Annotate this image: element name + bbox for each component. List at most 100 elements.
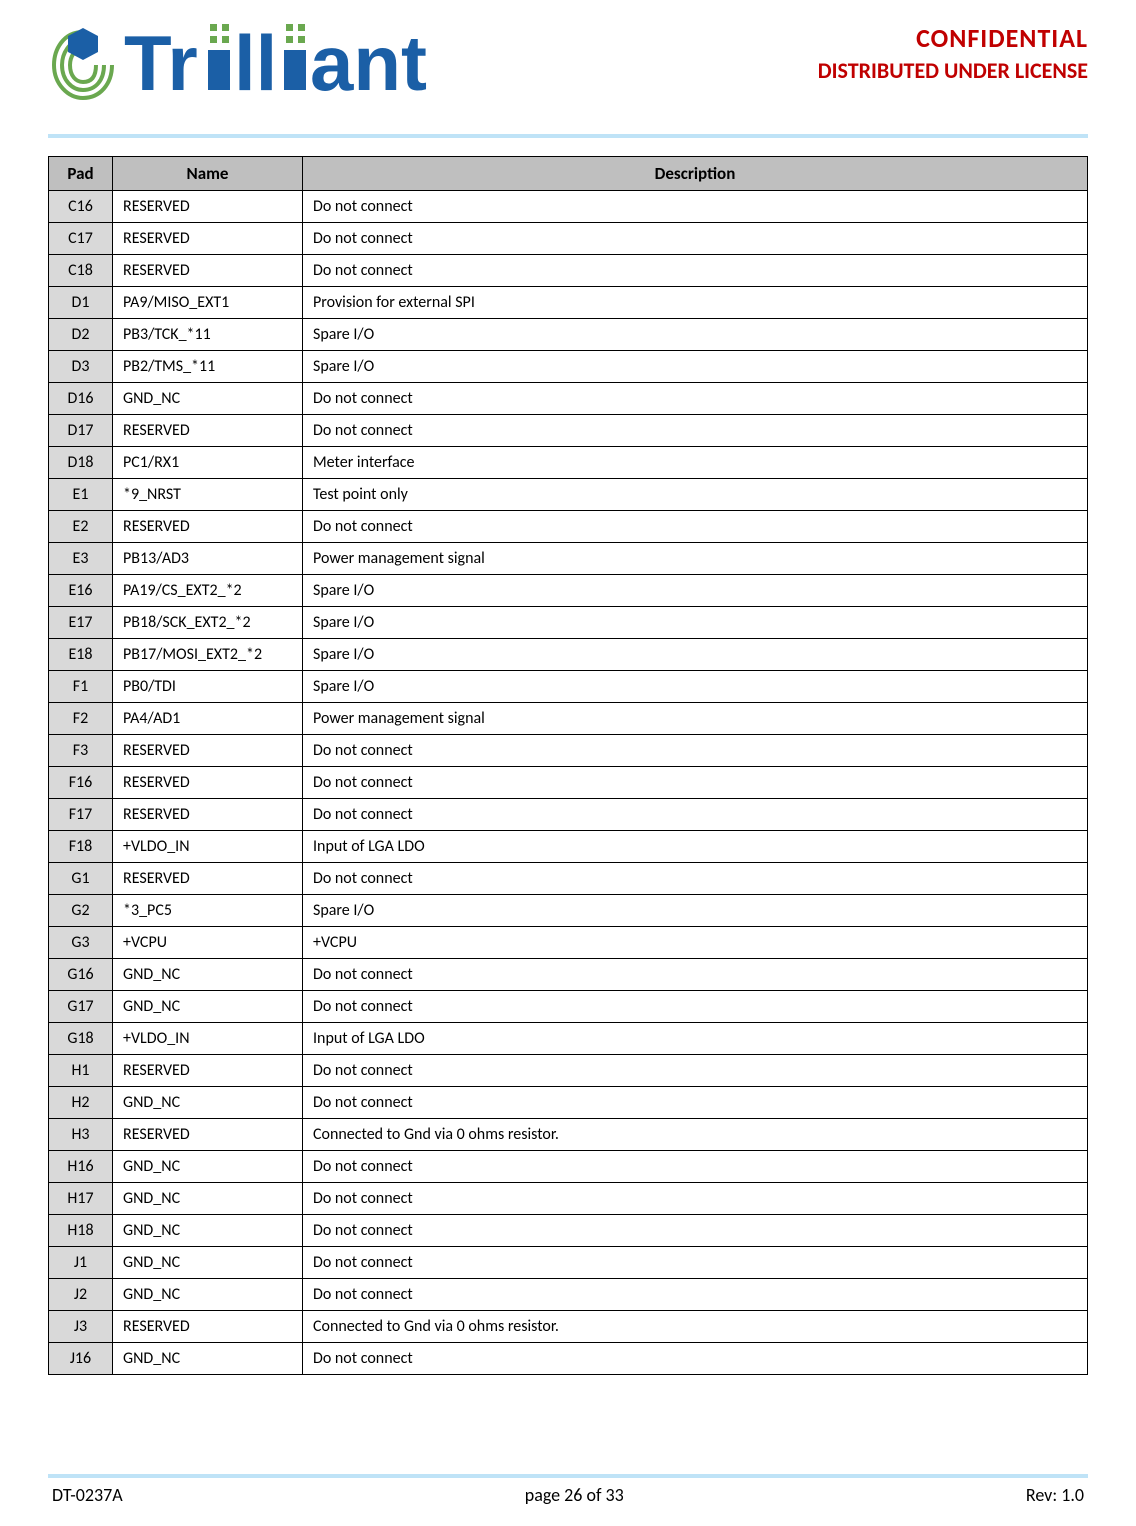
pad-cell: J3: [49, 1311, 113, 1343]
revision: Rev: 1.0: [1026, 1484, 1084, 1506]
page-header: Tr ll ant CONFIDENTIAL DISTRIBUTED UNDER…: [48, 20, 1088, 120]
table-row: G16GND_NCDo not connect: [49, 959, 1088, 991]
table-row: H1RESERVEDDo not connect: [49, 1055, 1088, 1087]
document-page: Tr ll ant CONFIDENTIAL DISTRIBUTED UNDER…: [0, 0, 1136, 1526]
table-row: F2PA4/AD1Power management signal: [49, 703, 1088, 735]
pad-cell: H17: [49, 1183, 113, 1215]
col-header-description: Description: [303, 157, 1088, 191]
description-cell: Provision for external SPI: [303, 287, 1088, 319]
table-row: G18 +VLDO_INInput of LGA LDO: [49, 1023, 1088, 1055]
logo-wordmark-icon: Tr ll ant: [124, 20, 464, 110]
name-cell: RESERVED: [113, 767, 303, 799]
pad-cell: D16: [49, 383, 113, 415]
table-row: E1*9_NRSTTest point only: [49, 479, 1088, 511]
description-cell: Do not connect: [303, 1055, 1088, 1087]
description-cell: Power management signal: [303, 543, 1088, 575]
description-cell: Power management signal: [303, 703, 1088, 735]
confidentiality-stamp: CONFIDENTIAL DISTRIBUTED UNDER LICENSE: [818, 20, 1088, 87]
name-cell: GND_NC: [113, 1343, 303, 1375]
description-cell: Do not connect: [303, 1247, 1088, 1279]
name-cell: PB3/TCK_*11: [113, 319, 303, 351]
name-cell: GND_NC: [113, 1215, 303, 1247]
description-cell: Connected to Gnd via 0 ohms resistor.: [303, 1119, 1088, 1151]
pad-cell: C16: [49, 191, 113, 223]
description-cell: Do not connect: [303, 767, 1088, 799]
name-cell: RESERVED: [113, 223, 303, 255]
table-row: H3RESERVEDConnected to Gnd via 0 ohms re…: [49, 1119, 1088, 1151]
name-cell: RESERVED: [113, 799, 303, 831]
name-cell: PB0/TDI: [113, 671, 303, 703]
pad-cell: E16: [49, 575, 113, 607]
name-cell: PA4/AD1: [113, 703, 303, 735]
pad-cell: F17: [49, 799, 113, 831]
table-row: F18 +VLDO_INInput of LGA LDO: [49, 831, 1088, 863]
table-row: E18PB17/MOSI_EXT2_*2Spare I/O: [49, 639, 1088, 671]
name-cell: PB17/MOSI_EXT2_*2: [113, 639, 303, 671]
col-header-pad: Pad: [49, 157, 113, 191]
description-cell: Do not connect: [303, 1279, 1088, 1311]
pad-cell: D17: [49, 415, 113, 447]
description-cell: Spare I/O: [303, 607, 1088, 639]
pad-cell: D1: [49, 287, 113, 319]
pad-cell: H18: [49, 1215, 113, 1247]
table-row: D17RESERVEDDo not connect: [49, 415, 1088, 447]
name-cell: GND_NC: [113, 1087, 303, 1119]
name-cell: RESERVED: [113, 511, 303, 543]
description-cell: Do not connect: [303, 799, 1088, 831]
name-cell: PA19/CS_EXT2_*2: [113, 575, 303, 607]
name-cell: PC1/RX1: [113, 447, 303, 479]
table-row: J2GND_NCDo not connect: [49, 1279, 1088, 1311]
pad-cell: F1: [49, 671, 113, 703]
name-cell: RESERVED: [113, 255, 303, 287]
pad-cell: J2: [49, 1279, 113, 1311]
stamp-line-2: DISTRIBUTED UNDER LICENSE: [818, 56, 1088, 87]
description-cell: Test point only: [303, 479, 1088, 511]
table-row: H16GND_NCDo not connect: [49, 1151, 1088, 1183]
description-cell: Connected to Gnd via 0 ohms resistor.: [303, 1311, 1088, 1343]
name-cell: GND_NC: [113, 1151, 303, 1183]
name-cell: *3_PC5: [113, 895, 303, 927]
table-row: D1PA9/MISO_EXT1Provision for external SP…: [49, 287, 1088, 319]
description-cell: Do not connect: [303, 1087, 1088, 1119]
description-cell: Spare I/O: [303, 319, 1088, 351]
pad-cell: H3: [49, 1119, 113, 1151]
pad-cell: F3: [49, 735, 113, 767]
pad-cell: G2: [49, 895, 113, 927]
pad-cell: E18: [49, 639, 113, 671]
stamp-line-1: CONFIDENTIAL: [818, 20, 1088, 56]
description-cell: Do not connect: [303, 1151, 1088, 1183]
name-cell: RESERVED: [113, 735, 303, 767]
name-cell: +VLDO_IN: [113, 831, 303, 863]
pad-cell: G18: [49, 1023, 113, 1055]
pad-cell: F16: [49, 767, 113, 799]
pad-cell: G16: [49, 959, 113, 991]
table-row: H2GND_NCDo not connect: [49, 1087, 1088, 1119]
pad-cell: H16: [49, 1151, 113, 1183]
table-row: J1GND_NCDo not connect: [49, 1247, 1088, 1279]
col-header-name: Name: [113, 157, 303, 191]
table-header: Pad Name Description: [49, 157, 1088, 191]
name-cell: GND_NC: [113, 1183, 303, 1215]
pad-cell: G17: [49, 991, 113, 1023]
table-row: D2PB3/TCK_*11Spare I/O: [49, 319, 1088, 351]
pad-cell: F18: [49, 831, 113, 863]
pad-cell: E1: [49, 479, 113, 511]
description-cell: Spare I/O: [303, 671, 1088, 703]
description-cell: Do not connect: [303, 415, 1088, 447]
description-cell: Do not connect: [303, 1183, 1088, 1215]
svg-text:Tr: Tr: [124, 20, 198, 107]
table-row: D3PB2/TMS_*11Spare I/O: [49, 351, 1088, 383]
name-cell: PB13/AD3: [113, 543, 303, 575]
name-cell: PB18/SCK_EXT2_*2: [113, 607, 303, 639]
table-row: H18GND_NCDo not connect: [49, 1215, 1088, 1247]
pin-description-table: Pad Name Description C16RESERVEDDo not c…: [48, 156, 1088, 1375]
pad-cell: G3: [49, 927, 113, 959]
pad-cell: G1: [49, 863, 113, 895]
table-row: E16PA19/CS_EXT2_*2Spare I/O: [49, 575, 1088, 607]
name-cell: RESERVED: [113, 1055, 303, 1087]
name-cell: RESERVED: [113, 1311, 303, 1343]
table-row: D18PC1/RX1Meter interface: [49, 447, 1088, 479]
pad-cell: H1: [49, 1055, 113, 1087]
pad-cell: F2: [49, 703, 113, 735]
table-row: E2RESERVEDDo not connect: [49, 511, 1088, 543]
